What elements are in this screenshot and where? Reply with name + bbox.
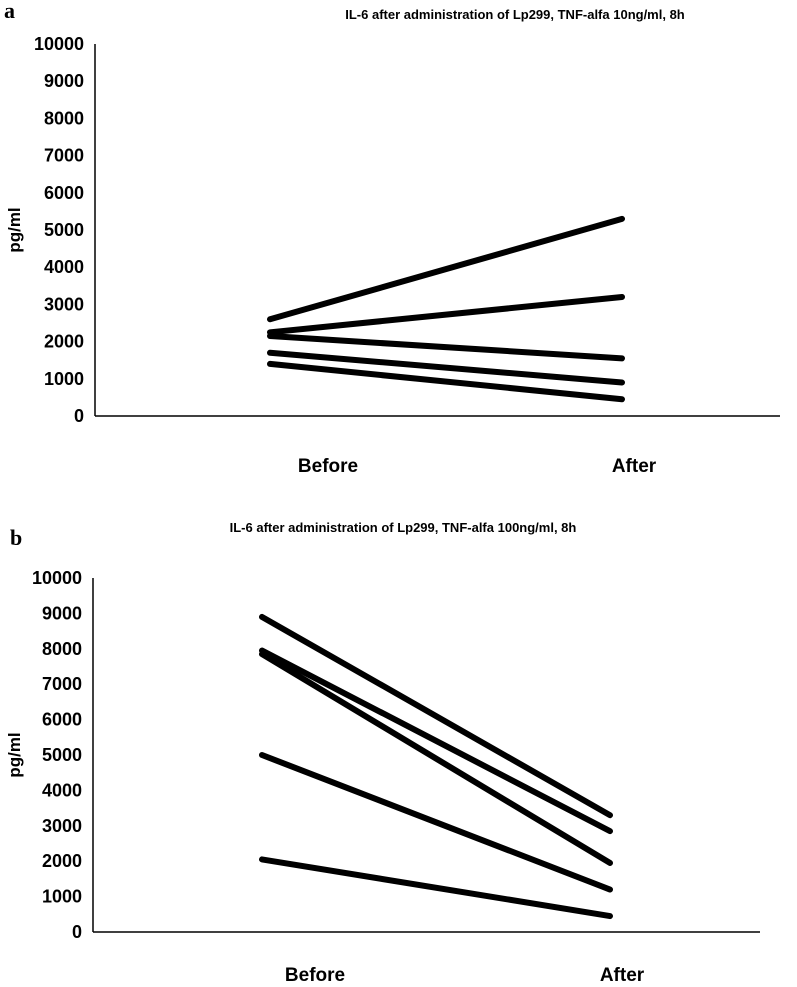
y-tick-label-a-6000: 6000 <box>44 183 84 203</box>
y-tick-labels-a: 0 1000 2000 3000 4000 5000 6000 7000 8000 9000 100… <box>34 34 84 426</box>
series-line-a-3 <box>267 333 625 362</box>
y-tick-label-a-3000: 3000 <box>44 294 84 314</box>
y-tick-label-a-5000: 5000 <box>44 220 84 240</box>
y-tick-label-a-1000: 1000 <box>44 369 84 389</box>
series-line-b-2 <box>259 647 613 835</box>
series-line-b-3 <box>259 651 613 866</box>
y-tick-label-a-8000: 8000 <box>44 108 84 128</box>
chart-title-a: IL-6 after administration of Lp299, TNF-… <box>345 7 685 22</box>
y-tick-labels-b: 0 1000 2000 3000 4000 5000 6000 7000 8000 9000 100… <box>32 568 82 942</box>
y-tick-label-b-2000: 2000 <box>42 851 82 871</box>
series-line-a-4 <box>267 349 625 386</box>
y-tick-label-a-4000: 4000 <box>44 257 84 277</box>
series-line-b-5 <box>259 856 613 920</box>
series-line-a-2 <box>267 293 625 336</box>
y-axis-title-b: pg/ml <box>5 732 24 777</box>
chart-title-b: IL-6 after administration of Lp299, TNF-… <box>230 520 577 535</box>
y-tick-label-a-10000: 10000 <box>34 34 84 54</box>
y-tick-label-b-5000: 5000 <box>42 745 82 765</box>
panel-letter-a: a <box>4 0 15 23</box>
y-tick-label-b-6000: 6000 <box>42 710 82 730</box>
series-line-b-4 <box>259 752 613 893</box>
series-lines-a <box>267 215 625 403</box>
y-tick-label-a-7000: 7000 <box>44 146 84 166</box>
y-tick-label-a-9000: 9000 <box>44 71 84 91</box>
chart-panel-a: a IL-6 after administration of Lp299, TN… <box>4 0 780 477</box>
y-tick-label-a-0: 0 <box>74 406 84 426</box>
category-label-before-a: Before <box>298 456 358 477</box>
category-label-after-b: After <box>600 965 645 986</box>
chart-panel-b: b IL-6 after administration of Lp299, TN… <box>5 520 760 986</box>
y-tick-label-b-4000: 4000 <box>42 780 82 800</box>
y-tick-label-a-2000: 2000 <box>44 332 84 352</box>
series-lines-b <box>259 613 613 920</box>
panel-letter-b: b <box>10 525 22 550</box>
y-tick-label-b-0: 0 <box>72 922 82 942</box>
y-tick-label-b-8000: 8000 <box>42 639 82 659</box>
y-tick-label-b-1000: 1000 <box>42 887 82 907</box>
series-line-b-1 <box>259 613 613 819</box>
y-tick-label-b-3000: 3000 <box>42 816 82 836</box>
series-line-a-5 <box>267 360 625 403</box>
category-label-after-a: After <box>612 456 657 477</box>
series-line-a-1 <box>267 215 625 323</box>
category-label-before-b: Before <box>285 965 345 986</box>
y-tick-label-b-9000: 9000 <box>42 603 82 623</box>
y-axis-title-a: pg/ml <box>5 207 24 252</box>
y-tick-label-b-7000: 7000 <box>42 674 82 694</box>
y-tick-label-b-10000: 10000 <box>32 568 82 588</box>
